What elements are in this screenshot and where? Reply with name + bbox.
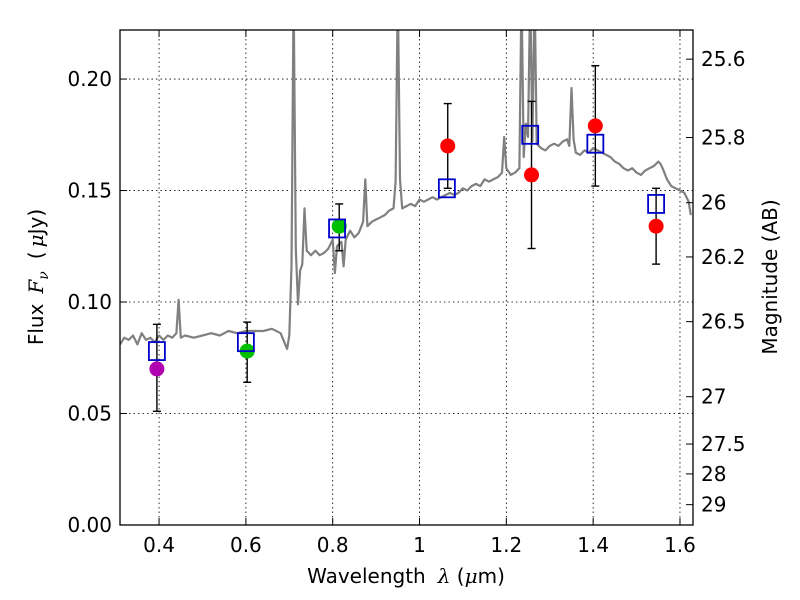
y-tick-label: 0.10 [67, 290, 112, 314]
x-tick-label: 1.4 [577, 533, 609, 557]
x-tick-label: 1.6 [664, 533, 696, 557]
detection-point [648, 218, 664, 234]
mag-tick-label: 26.5 [701, 310, 746, 334]
model-flux-square [147, 341, 166, 361]
model-flux-square [647, 194, 666, 214]
x-tick-label: 1 [413, 533, 426, 557]
y-tick-label: 0.05 [67, 402, 112, 426]
detection-point [587, 118, 603, 134]
model-flux-square [328, 218, 346, 239]
detection-point [149, 361, 165, 377]
mag-tick-label: 27 [701, 385, 726, 409]
mag-tick-label: 25.8 [701, 126, 746, 150]
plot-background [120, 30, 693, 525]
detection-point [440, 138, 456, 154]
mag-tick-label: 27.5 [701, 432, 746, 456]
mag-tick-label: 25.6 [701, 47, 746, 71]
detection-point [524, 167, 540, 183]
axis-ticks: 0.4 0.6 0.8 1 1.2 1.4 1.6 0.00 0.05 0.10 0.15 0.20 2… [67, 30, 746, 557]
model-flux-square [236, 332, 255, 353]
x-tick-label: 0.6 [230, 533, 262, 557]
mag-tick-label: 26.2 [701, 245, 746, 269]
x-axis-title: Wavelength λ (μm) [307, 564, 505, 588]
model-flux-square [586, 133, 605, 154]
model-flux-square [437, 178, 456, 199]
model-flux-square [521, 124, 540, 145]
x-tick-label: 1.2 [490, 533, 522, 557]
x-tick-label: 0.8 [317, 533, 349, 557]
y-tick-label: 0.00 [67, 513, 112, 537]
mag-tick-label: 26 [701, 191, 726, 215]
y-tick-label: 0.15 [67, 179, 112, 203]
y-axis-title: FluxFν(μJy) [24, 209, 52, 345]
plot-frame [119, 29, 694, 526]
x-tick-label: 0.4 [143, 533, 175, 557]
mag-tick-label: 29 [701, 493, 726, 517]
data-markers [147, 118, 666, 377]
mag-tick-label: 28 [701, 462, 726, 486]
y2-axis-title: Magnitude (AB) [758, 199, 782, 354]
y-tick-label: 0.20 [67, 67, 112, 91]
detection-point [331, 218, 347, 234]
